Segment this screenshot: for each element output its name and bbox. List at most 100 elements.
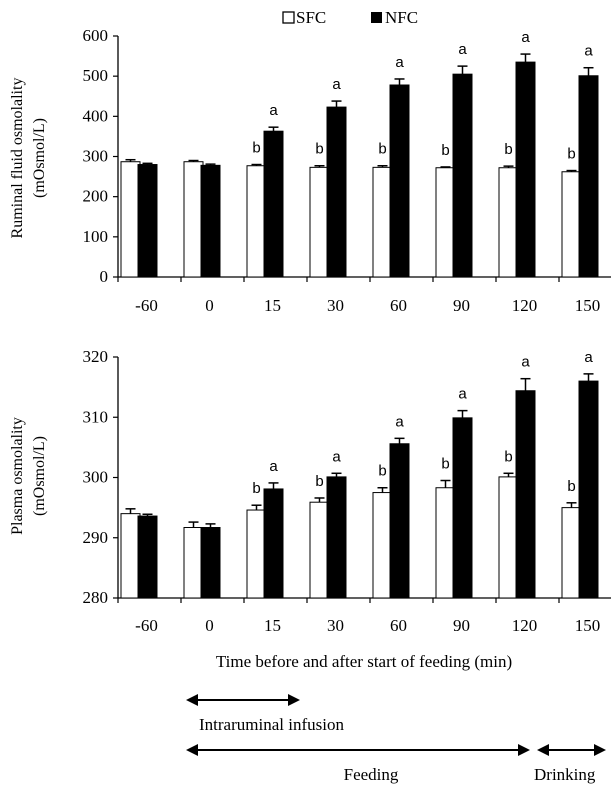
x-tick-label: -60 <box>135 616 158 635</box>
bar-sfc <box>183 161 204 278</box>
significance-label-sfc: b <box>441 456 449 473</box>
significance-label-nfc: a <box>458 41 467 58</box>
x-tick-label: 0 <box>205 296 214 315</box>
bar-nfc <box>389 443 410 599</box>
plasma-osmolality-panel: Plasma osmolality (mOsmol/L) 28029030031… <box>9 347 611 635</box>
bar-sfc <box>498 476 519 599</box>
drinking-label: Drinking <box>534 765 596 784</box>
bar-nfc <box>578 75 599 278</box>
legend-swatch-nfc <box>371 12 382 23</box>
legend: SFC NFC <box>282 8 418 27</box>
timeline-infusion: Intraruminal infusion <box>186 694 344 734</box>
infusion-arrowhead-left <box>186 694 198 706</box>
x-tick-label: 60 <box>390 296 407 315</box>
y-tick-label: 320 <box>83 347 109 366</box>
y-tick-label: 100 <box>83 227 109 246</box>
bar-sfc <box>246 165 267 278</box>
y-axis-title-plasma: Plasma osmolality (mOsmol/L) <box>9 417 48 535</box>
drinking-arrowhead-right <box>594 744 606 756</box>
bar-sfc <box>309 501 330 599</box>
bar-sfc <box>561 507 582 599</box>
bar-nfc <box>263 488 284 599</box>
y-tick-label: 300 <box>83 468 109 487</box>
significance-label-nfc: a <box>332 448 341 465</box>
bar-nfc <box>452 417 473 599</box>
y-tick-label: 290 <box>83 528 109 547</box>
bar-nfc <box>326 476 347 599</box>
timeline-feeding: Feeding <box>186 744 530 784</box>
bar-sfc <box>498 167 519 278</box>
bar-nfc <box>578 380 599 599</box>
bar-nfc <box>515 61 536 278</box>
bar-sfc <box>435 167 456 278</box>
x-axis-title: Time before and after start of feeding (… <box>216 652 512 671</box>
significance-label-nfc: a <box>521 29 530 46</box>
infusion-arrowhead-right <box>288 694 300 706</box>
x-tick-label: 120 <box>512 296 538 315</box>
bar-nfc <box>263 130 284 278</box>
legend-swatch-sfc <box>282 11 295 24</box>
timeline: Intraruminal infusion Feeding Drinking <box>186 694 606 784</box>
significance-label-sfc: b <box>252 480 260 497</box>
y-tick-label: 600 <box>83 26 109 45</box>
y-tick-label: 300 <box>83 147 109 166</box>
significance-label-nfc: a <box>332 76 341 93</box>
y-axis-title-line1: Ruminal fluid osmolality <box>9 78 26 239</box>
bar-sfc <box>372 166 393 278</box>
y-axis-title-line2: (mOsmol/L) <box>31 118 48 198</box>
significance-label-nfc: a <box>584 43 593 60</box>
y-tick-label: 0 <box>100 267 109 286</box>
y-tick-label: 500 <box>83 66 109 85</box>
bar-nfc <box>200 164 221 278</box>
x-tick-label: 90 <box>453 296 470 315</box>
bar-nfc <box>137 164 158 278</box>
significance-label-sfc: b <box>315 473 323 490</box>
y-tick-label: 400 <box>83 106 109 125</box>
legend-label-nfc: NFC <box>385 8 418 27</box>
x-tick-label: 150 <box>575 616 601 635</box>
significance-label-nfc: a <box>395 413 404 430</box>
significance-label-nfc: a <box>269 458 278 475</box>
significance-label-sfc: b <box>378 141 386 158</box>
x-tick-label: 30 <box>327 296 344 315</box>
x-tick-label: 30 <box>327 616 344 635</box>
bar-nfc <box>137 515 158 599</box>
significance-label-nfc: a <box>584 349 593 366</box>
significance-label-sfc: b <box>441 142 449 159</box>
significance-label-sfc: b <box>504 141 512 158</box>
x-tick-label: 60 <box>390 616 407 635</box>
legend-label-sfc: SFC <box>296 8 326 27</box>
y-tick-label: 200 <box>83 187 109 206</box>
feeding-arrowhead-left <box>186 744 198 756</box>
x-tick-label: 120 <box>512 616 538 635</box>
significance-label-sfc: b <box>378 463 386 480</box>
bar-sfc <box>183 527 204 599</box>
y-axis-title-ruminal: Ruminal fluid osmolality (mOsmol/L) <box>9 78 48 239</box>
bar-sfc <box>246 509 267 599</box>
x-tick-label: 150 <box>575 296 601 315</box>
feeding-label: Feeding <box>344 765 399 784</box>
bar-sfc <box>120 513 141 599</box>
significance-label-nfc: a <box>269 102 278 119</box>
y-axis-title-line1: Plasma osmolality <box>9 417 26 535</box>
ruminal-osmolality-panel: Ruminal fluid osmolality (mOsmol/L) 0 100… <box>9 26 611 315</box>
x-tick-label: -60 <box>135 296 158 315</box>
infusion-label: Intraruminal infusion <box>199 715 344 734</box>
y-tick-label: 280 <box>83 588 109 607</box>
bar-sfc <box>435 487 456 599</box>
significance-label-sfc: b <box>315 141 323 158</box>
significance-label-nfc: a <box>458 386 467 403</box>
bar-sfc <box>120 161 141 278</box>
x-tick-label: 0 <box>205 616 214 635</box>
bar-nfc <box>389 84 410 278</box>
timeline-drinking: Drinking <box>534 744 606 784</box>
significance-label-nfc: a <box>521 354 530 371</box>
significance-label-sfc: b <box>567 146 575 163</box>
significance-label-sfc: b <box>567 478 575 495</box>
drinking-arrowhead-left <box>537 744 549 756</box>
bar-nfc <box>452 73 473 278</box>
bar-nfc <box>200 527 221 599</box>
y-tick-label: 310 <box>83 407 109 426</box>
bar-sfc <box>372 492 393 599</box>
